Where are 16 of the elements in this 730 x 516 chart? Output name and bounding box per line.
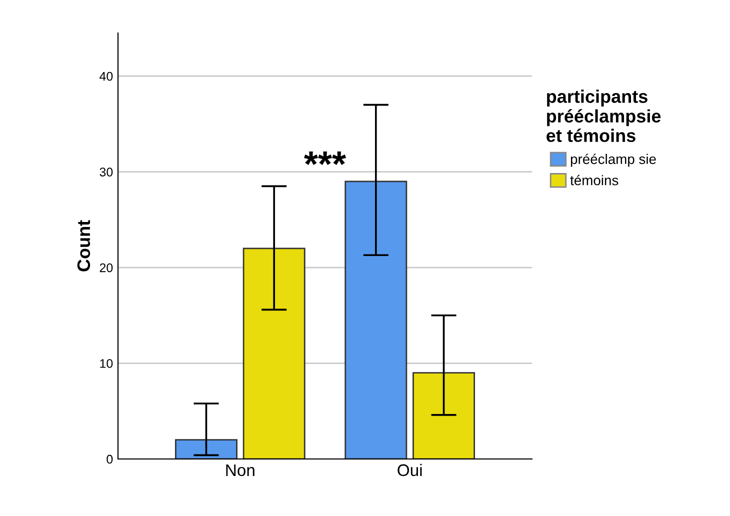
x-tick-label: Oui [398,464,422,476]
legend-label: témoins [570,174,618,186]
bar [174,439,238,459]
y-tick-label: 30 [100,168,113,176]
bar [344,180,408,459]
y-tick-label: 40 [100,72,113,81]
y-axis-title: Count [77,220,90,272]
legend-title: participants prééclampsie et témoins [546,90,661,142]
y-tick-label: 10 [100,359,113,368]
bar [242,248,306,459]
y-tick-label: 20 [100,263,113,272]
legend-label: prééclamp sie [570,154,656,167]
annotation: *** [304,152,346,165]
bar [412,372,476,459]
y-tick-label: 0 [106,454,113,464]
x-tick-label: Non [226,464,254,476]
